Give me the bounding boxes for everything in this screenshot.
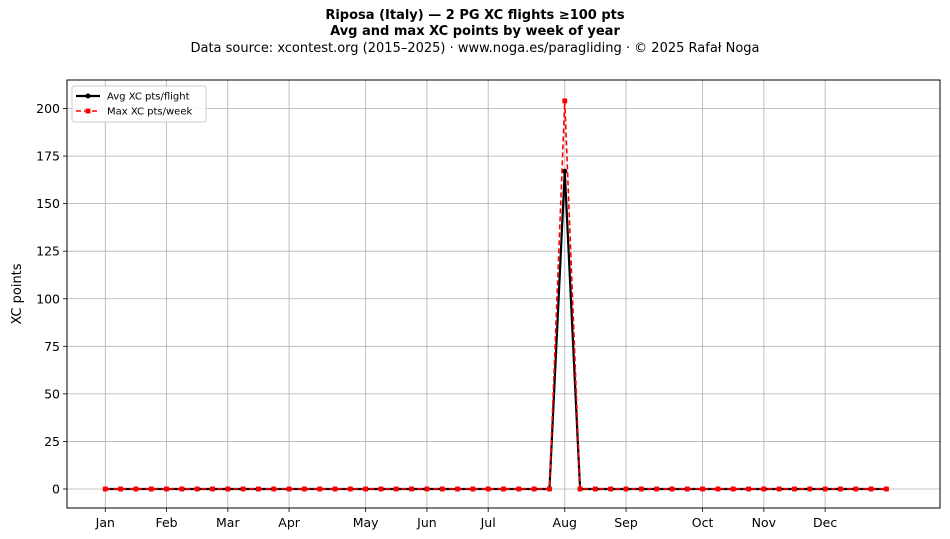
series-2 bbox=[102, 98, 889, 492]
data-point bbox=[730, 486, 736, 492]
x-tick-label: Dec bbox=[813, 515, 837, 530]
data-point bbox=[286, 486, 292, 492]
grid-lines bbox=[67, 80, 940, 508]
data-point bbox=[470, 486, 476, 492]
data-point bbox=[271, 486, 277, 492]
x-tick-label: Mar bbox=[216, 515, 240, 530]
data-point bbox=[838, 486, 843, 492]
plot-frame bbox=[66, 79, 941, 509]
data-point bbox=[501, 486, 506, 492]
data-point bbox=[363, 486, 369, 492]
x-tick-label: Oct bbox=[692, 515, 714, 530]
data-point bbox=[807, 486, 813, 492]
data-point bbox=[210, 486, 215, 492]
data-point bbox=[133, 486, 139, 492]
data-point bbox=[792, 486, 797, 492]
chart-title: Riposa (Italy) — 2 PG XC flights ≥100 pt… bbox=[325, 8, 625, 23]
data-point bbox=[822, 486, 828, 492]
y-tick-label: 50 bbox=[44, 386, 60, 401]
data-point bbox=[455, 486, 460, 492]
data-point bbox=[148, 486, 154, 492]
data-point bbox=[592, 486, 598, 492]
data-point bbox=[393, 486, 399, 492]
legend-swatch-marker bbox=[85, 93, 91, 99]
data-point bbox=[562, 98, 568, 104]
x-tick-label: Nov bbox=[752, 515, 777, 530]
data-point bbox=[531, 486, 537, 492]
legend-label: Avg XC pts/flight bbox=[107, 92, 190, 103]
y-tick-label: 175 bbox=[36, 149, 60, 164]
data-point bbox=[577, 486, 583, 492]
y-tick-label: 75 bbox=[44, 339, 60, 354]
data-point bbox=[883, 486, 889, 492]
data-point bbox=[439, 486, 445, 492]
data-point bbox=[485, 486, 491, 492]
data-point bbox=[684, 486, 690, 492]
data-point bbox=[516, 486, 522, 492]
data-point bbox=[715, 486, 721, 492]
legend: Avg XC pts/flight Max XC pts/week bbox=[71, 85, 207, 123]
data-point bbox=[301, 486, 307, 492]
data-point bbox=[225, 486, 231, 492]
x-tick-label: Jul bbox=[480, 515, 496, 530]
data-point bbox=[776, 486, 782, 492]
x-tick-label: Feb bbox=[155, 515, 177, 530]
y-tick-label: 0 bbox=[52, 481, 60, 496]
data-point bbox=[332, 486, 338, 492]
data-point bbox=[700, 486, 706, 492]
y-tick-label: 100 bbox=[36, 291, 60, 306]
data-point bbox=[868, 486, 874, 492]
data-point bbox=[746, 486, 751, 492]
data-point bbox=[562, 168, 568, 174]
data-point bbox=[118, 486, 124, 492]
data-point bbox=[194, 486, 200, 492]
data-point bbox=[623, 486, 629, 492]
y-tick-label: 25 bbox=[44, 434, 60, 449]
series-layer bbox=[102, 98, 889, 492]
data-point bbox=[669, 486, 675, 492]
data-point bbox=[547, 486, 552, 492]
y-tick-label: 200 bbox=[36, 101, 60, 116]
data-point bbox=[378, 486, 384, 492]
x-tick-label: May bbox=[353, 515, 379, 530]
data-point bbox=[409, 486, 415, 492]
y-tick-label: 150 bbox=[36, 196, 60, 211]
x-tick-label: Sep bbox=[614, 515, 638, 530]
data-point bbox=[164, 486, 169, 492]
legend-swatch-marker bbox=[85, 108, 91, 114]
chart-titles: Riposa (Italy) — 2 PG XC flights ≥100 pt… bbox=[0, 8, 950, 58]
data-point bbox=[608, 486, 614, 492]
data-point bbox=[654, 486, 660, 492]
data-point bbox=[179, 486, 185, 492]
data-point bbox=[256, 486, 261, 492]
chart-subtitle: Avg and max XC points by week of year bbox=[330, 24, 620, 39]
data-point bbox=[424, 486, 430, 492]
data-point bbox=[638, 486, 644, 492]
x-tick-label: Apr bbox=[278, 515, 300, 530]
x-tick-label: Aug bbox=[553, 515, 577, 530]
chart-source-note: Data source: xcontest.org (2015–2025) · … bbox=[190, 41, 760, 56]
series-1 bbox=[102, 168, 889, 492]
data-point bbox=[240, 486, 246, 492]
x-tick-label: Jan bbox=[95, 515, 115, 530]
y-tick-label: 125 bbox=[36, 244, 60, 259]
data-point bbox=[761, 486, 767, 492]
legend-box bbox=[71, 85, 207, 123]
data-point bbox=[347, 486, 353, 492]
data-point bbox=[102, 486, 108, 492]
series-line bbox=[105, 100, 887, 490]
legend-label: Max XC pts/week bbox=[107, 107, 192, 118]
data-point bbox=[317, 486, 323, 492]
x-tick-label: Jun bbox=[416, 515, 437, 530]
data-point bbox=[853, 486, 859, 492]
axes: 0 25 50 75 100 125 150 175 200 Jan Feb Mar Apr May Jun… bbox=[36, 101, 837, 530]
y-axis-label: XC points bbox=[10, 263, 25, 324]
